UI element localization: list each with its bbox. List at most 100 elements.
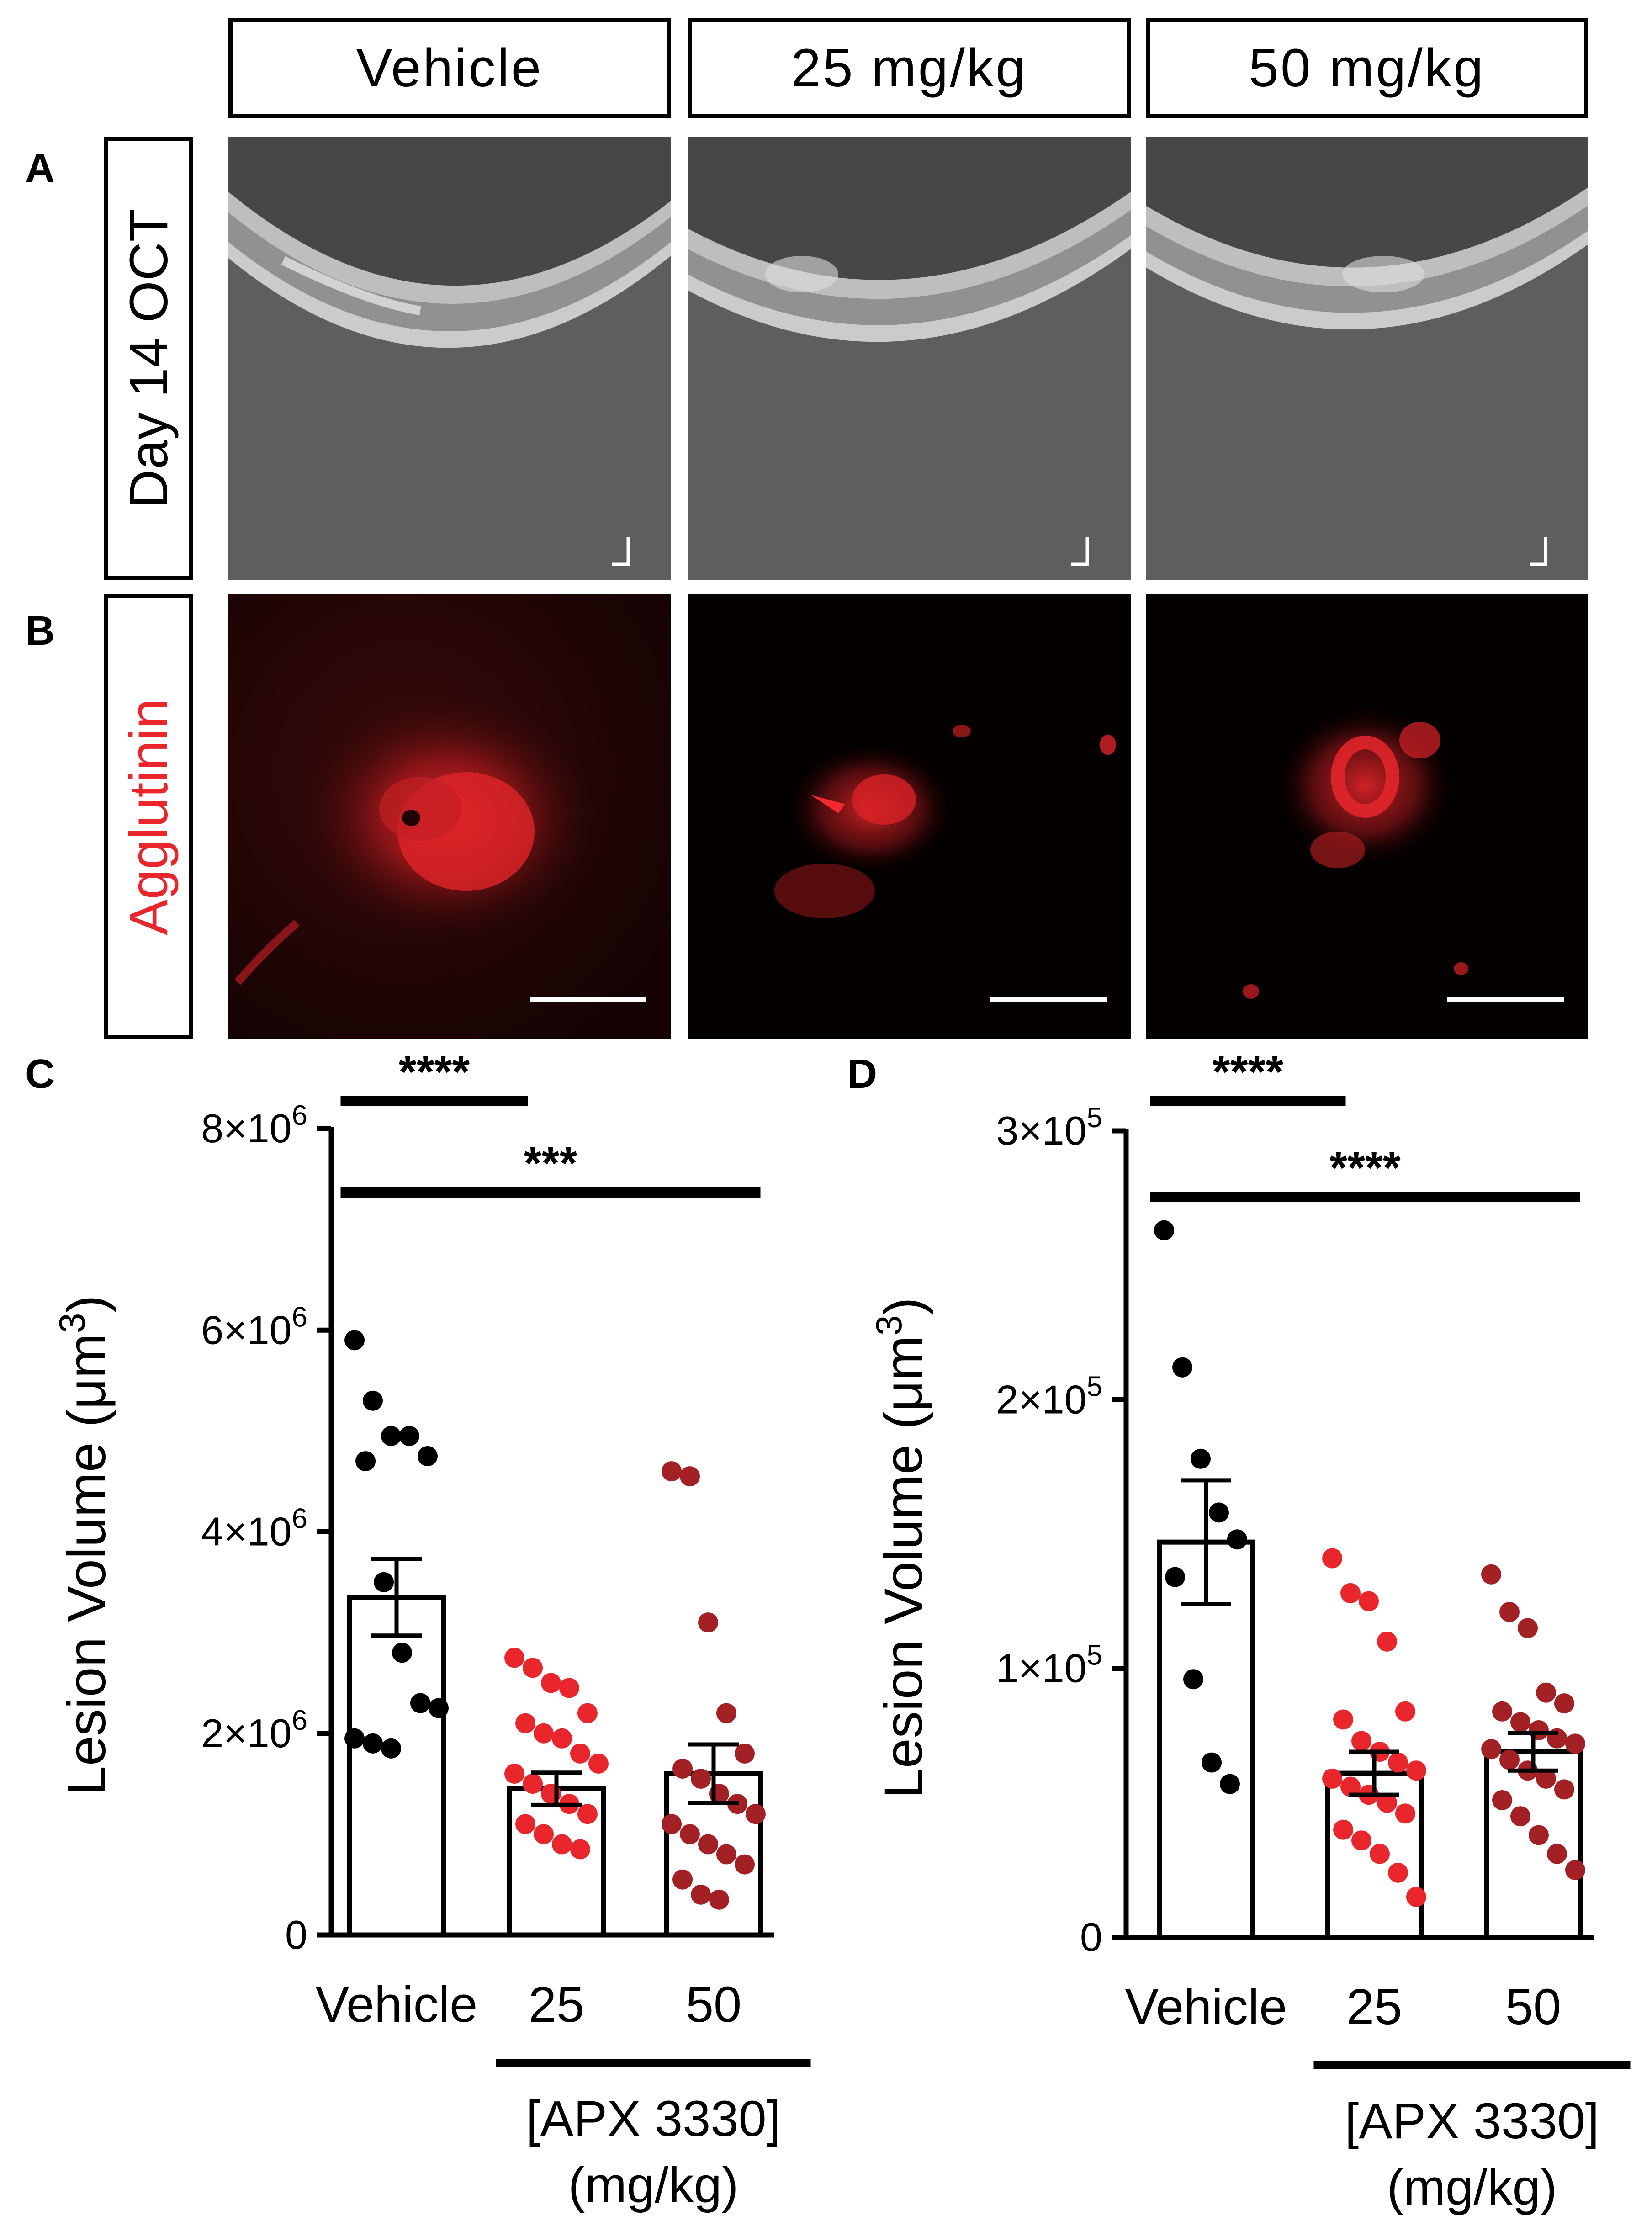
- d-y-tick-label: 0: [1080, 1914, 1102, 1960]
- oct-image-25: [688, 137, 1131, 580]
- c-point-0: [344, 1330, 365, 1351]
- d-y-tick-label: 2×105: [996, 1371, 1102, 1422]
- d-point-0: [1208, 1502, 1229, 1523]
- d-point-0: [1191, 1448, 1211, 1469]
- d-point-1: [1322, 1768, 1343, 1789]
- c-point-2: [716, 1703, 736, 1723]
- d-point-2: [1546, 1844, 1567, 1864]
- panel-letter-d: D: [847, 1051, 877, 1097]
- panel-letter-b: B: [25, 608, 55, 654]
- c-group-unit: (mg/kg): [568, 2157, 739, 2213]
- c-point-2: [672, 1869, 693, 1890]
- d-point-2: [1518, 1618, 1538, 1638]
- d-point-2: [1499, 1602, 1520, 1622]
- d-x-tick-label-0: Vehicle: [1125, 1979, 1287, 2035]
- c-point-0: [381, 1426, 401, 1446]
- c-point-1: [552, 1728, 572, 1749]
- c-y-tick-label: 2×106: [201, 1705, 307, 1756]
- c-point-0: [428, 1698, 449, 1718]
- c-point-1: [588, 1753, 609, 1774]
- d-point-2: [1481, 1739, 1502, 1760]
- d-point-0: [1154, 1220, 1175, 1240]
- c-point-0: [399, 1426, 419, 1446]
- d-point-2: [1529, 1825, 1549, 1845]
- c-x-tick-label-2: 50: [686, 1977, 741, 2033]
- agglutinin-image-25: [688, 594, 1131, 1039]
- agglutinin-image-50: [1146, 594, 1588, 1039]
- c-point-2: [698, 1612, 718, 1633]
- oct-image-50: [1146, 137, 1588, 580]
- c-point-1: [523, 1658, 543, 1678]
- c-point-0: [381, 1738, 401, 1759]
- c-significance-label-0: ****: [399, 1046, 470, 1097]
- c-point-1: [515, 1814, 536, 1834]
- c-point-2: [734, 1854, 755, 1875]
- c-point-1: [577, 1804, 598, 1824]
- d-point-1: [1377, 1631, 1397, 1652]
- d-y-axis-label: Lesion Volume (μm3): [868, 1297, 934, 1798]
- c-y-tick-label: 6×106: [201, 1301, 307, 1352]
- c-point-0: [374, 1572, 394, 1592]
- c-point-1: [504, 1648, 525, 1668]
- chart-c: 0 2×106 4×106 6×106 8×106 Lesion Volume (μm3)…: [52, 1046, 811, 2213]
- d-group-unit: (mg/kg): [1387, 2159, 1557, 2215]
- d-point-2: [1510, 1712, 1531, 1733]
- d-point-1: [1395, 1701, 1415, 1722]
- c-point-1: [552, 1834, 572, 1855]
- c-point-1: [577, 1703, 598, 1723]
- d-point-1: [1406, 1887, 1426, 1907]
- d-y-tick-label: 1×105: [996, 1640, 1102, 1691]
- c-point-2: [734, 1743, 755, 1764]
- d-point-0: [1202, 1752, 1222, 1773]
- d-point-1: [1322, 1548, 1343, 1569]
- c-y-tick-label: 0: [285, 1912, 307, 1957]
- c-point-0: [392, 1643, 412, 1663]
- c-point-1: [534, 1824, 554, 1844]
- d-point-1: [1333, 1709, 1354, 1730]
- c-point-1: [570, 1839, 590, 1860]
- d-point-2: [1492, 1790, 1513, 1810]
- panel-letter-c: C: [25, 1051, 55, 1097]
- c-point-2: [698, 1834, 718, 1855]
- c-y-tick-label: 4×106: [201, 1503, 307, 1554]
- d-point-0: [1172, 1357, 1193, 1378]
- d-group-label: [APX 3330]: [1345, 2093, 1599, 2149]
- column-header-50: 50 mg/kg: [1146, 18, 1588, 118]
- d-point-1: [1351, 1830, 1372, 1851]
- c-point-0: [363, 1390, 383, 1411]
- c-point-2: [662, 1814, 682, 1834]
- c-y-axis-label: Lesion Volume (μm3): [52, 1295, 117, 1796]
- c-point-0: [344, 1728, 365, 1749]
- d-point-1: [1340, 1583, 1361, 1603]
- c-point-2: [709, 1889, 729, 1910]
- c-point-2: [691, 1769, 711, 1789]
- d-point-1: [1370, 1844, 1390, 1864]
- d-x-tick-label-2: 50: [1505, 1979, 1561, 2035]
- d-point-1: [1406, 1760, 1426, 1781]
- d-point-2: [1492, 1701, 1513, 1722]
- d-point-0: [1165, 1567, 1186, 1587]
- c-point-2: [680, 1824, 700, 1844]
- c-point-1: [515, 1713, 536, 1733]
- c-point-1: [504, 1764, 525, 1784]
- c-point-1: [559, 1678, 579, 1698]
- agglutinin-image-vehicle: [228, 594, 671, 1039]
- c-point-1: [523, 1774, 543, 1794]
- d-point-2: [1554, 1779, 1574, 1800]
- d-point-2: [1536, 1768, 1556, 1789]
- c-x-tick-label-0: Vehicle: [316, 1977, 478, 2033]
- d-point-1: [1387, 1752, 1408, 1773]
- d-point-2: [1554, 1693, 1574, 1714]
- c-point-1: [570, 1743, 590, 1764]
- row-label-agglutinin-text: Agglutinin: [118, 698, 179, 935]
- d-point-2: [1565, 1860, 1585, 1880]
- d-point-1: [1359, 1591, 1379, 1611]
- c-point-2: [680, 1466, 700, 1487]
- row-label-oct-text: Day 14 OCT: [118, 209, 179, 509]
- d-point-2: [1565, 1733, 1585, 1754]
- d-point-1: [1395, 1803, 1415, 1824]
- c-y-tick-label: 8×106: [201, 1100, 307, 1151]
- column-header-25: 25 mg/kg: [688, 18, 1131, 118]
- c-point-2: [662, 1461, 682, 1482]
- d-x-tick-label-1: 25: [1346, 1979, 1402, 2035]
